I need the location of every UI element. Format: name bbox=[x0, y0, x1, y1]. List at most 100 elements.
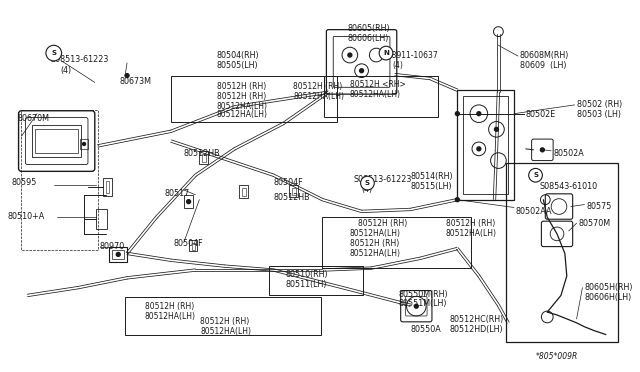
Text: 80512H (RH): 80512H (RH) bbox=[445, 219, 495, 228]
Text: S08543-61010: S08543-61010 bbox=[540, 182, 598, 191]
Text: 80514(RH): 80514(RH) bbox=[410, 172, 453, 181]
Text: 80512H <RH>: 80512H <RH> bbox=[350, 80, 406, 89]
Text: 80517: 80517 bbox=[164, 189, 189, 198]
Circle shape bbox=[414, 304, 419, 308]
Text: 80605(RH): 80605(RH) bbox=[348, 24, 390, 33]
Text: 80502A: 80502A bbox=[553, 149, 584, 158]
Text: 80512H (RH): 80512H (RH) bbox=[293, 83, 342, 92]
Circle shape bbox=[379, 46, 393, 60]
Text: (4): (4) bbox=[393, 61, 404, 70]
Text: 80512HA(LH): 80512HA(LH) bbox=[217, 110, 268, 119]
Text: 80512H (RH): 80512H (RH) bbox=[217, 83, 266, 92]
Text: 80550A: 80550A bbox=[410, 325, 441, 334]
Circle shape bbox=[187, 200, 191, 203]
Circle shape bbox=[456, 112, 460, 116]
Text: 80606H(LH): 80606H(LH) bbox=[584, 292, 632, 302]
Text: 80511(LH): 80511(LH) bbox=[285, 280, 327, 289]
Text: 80502AA: 80502AA bbox=[516, 208, 552, 217]
Bar bbox=[191, 243, 195, 250]
Bar bbox=[80, 139, 88, 149]
Circle shape bbox=[46, 45, 61, 61]
Bar bbox=[171, 76, 337, 122]
Bar bbox=[189, 240, 197, 251]
Circle shape bbox=[116, 253, 120, 256]
Text: 80512H (RH): 80512H (RH) bbox=[217, 92, 266, 101]
Text: 80605H(RH): 80605H(RH) bbox=[584, 283, 633, 292]
Text: 80551M(LH): 80551M(LH) bbox=[399, 299, 447, 308]
Bar bbox=[324, 76, 438, 116]
Bar bbox=[289, 185, 298, 197]
Bar bbox=[269, 266, 362, 295]
Text: 80512H (RH): 80512H (RH) bbox=[350, 239, 399, 248]
Text: 80595: 80595 bbox=[12, 178, 37, 187]
Circle shape bbox=[360, 176, 374, 190]
Circle shape bbox=[348, 53, 352, 57]
Text: 80512HA(LH): 80512HA(LH) bbox=[200, 327, 252, 336]
Text: 80510+A: 80510+A bbox=[8, 212, 45, 221]
Text: 80503 (LH): 80503 (LH) bbox=[577, 110, 621, 119]
Text: 80609  (LH): 80609 (LH) bbox=[520, 61, 566, 70]
Text: 80512HB: 80512HB bbox=[274, 193, 310, 202]
Bar bbox=[239, 185, 248, 198]
Bar bbox=[125, 297, 321, 334]
Text: 80512HA(LH): 80512HA(LH) bbox=[350, 248, 401, 257]
Bar bbox=[184, 195, 193, 208]
Bar bbox=[106, 181, 109, 193]
Text: N08911-10637: N08911-10637 bbox=[381, 51, 438, 60]
Text: 80512H (RH): 80512H (RH) bbox=[145, 302, 194, 311]
Text: 80515(LH): 80515(LH) bbox=[410, 182, 452, 191]
Circle shape bbox=[477, 147, 481, 151]
Text: 80512H (RH): 80512H (RH) bbox=[200, 317, 250, 326]
Bar bbox=[96, 209, 108, 229]
Text: 80512H (RH): 80512H (RH) bbox=[358, 219, 407, 228]
Text: 80512HA(LH): 80512HA(LH) bbox=[445, 229, 497, 238]
Text: 80512HC(RH): 80512HC(RH) bbox=[449, 315, 504, 324]
Text: 80575: 80575 bbox=[586, 202, 612, 211]
Bar bbox=[323, 217, 471, 268]
Text: 80502 (RH): 80502 (RH) bbox=[577, 100, 622, 109]
Text: S08513-61223: S08513-61223 bbox=[51, 55, 109, 64]
Circle shape bbox=[540, 148, 545, 152]
Circle shape bbox=[456, 198, 460, 202]
Text: 80504(RH): 80504(RH) bbox=[217, 51, 260, 60]
Text: 80504F: 80504F bbox=[274, 178, 303, 187]
Bar bbox=[102, 178, 113, 196]
Text: (4): (4) bbox=[362, 185, 372, 194]
Bar bbox=[292, 188, 296, 195]
Bar bbox=[113, 250, 124, 259]
Text: S: S bbox=[51, 50, 56, 56]
Bar bbox=[506, 163, 618, 342]
Text: 80673M: 80673M bbox=[119, 77, 151, 86]
Circle shape bbox=[495, 127, 499, 131]
Text: S: S bbox=[533, 172, 538, 178]
Bar bbox=[202, 154, 206, 161]
Text: *805*009R: *805*009R bbox=[536, 352, 578, 361]
Text: 80512HD(LH): 80512HD(LH) bbox=[449, 325, 503, 334]
Text: 80512HB: 80512HB bbox=[184, 149, 220, 158]
Text: 80502E: 80502E bbox=[526, 110, 556, 119]
Text: 80512HA(LH): 80512HA(LH) bbox=[350, 90, 401, 99]
Bar bbox=[199, 151, 208, 164]
Circle shape bbox=[125, 74, 129, 77]
Text: 80512HA(LH): 80512HA(LH) bbox=[217, 102, 268, 111]
Text: 80570M: 80570M bbox=[579, 219, 611, 228]
Text: S: S bbox=[365, 180, 370, 186]
Text: 80608M(RH): 80608M(RH) bbox=[520, 51, 569, 60]
Circle shape bbox=[83, 142, 86, 145]
Bar bbox=[35, 129, 78, 153]
Text: 80505(LH): 80505(LH) bbox=[217, 61, 259, 70]
Text: 80606(LH): 80606(LH) bbox=[348, 33, 389, 42]
Text: 80512HA(LH): 80512HA(LH) bbox=[350, 229, 401, 238]
Text: 80670M: 80670M bbox=[17, 114, 49, 123]
Text: 80550M(RH): 80550M(RH) bbox=[399, 289, 449, 299]
Bar bbox=[109, 247, 127, 262]
Bar bbox=[32, 125, 81, 157]
Text: (4): (4) bbox=[61, 66, 72, 75]
Circle shape bbox=[529, 169, 542, 182]
Text: 80970: 80970 bbox=[100, 242, 125, 251]
Text: 80512HA(LH): 80512HA(LH) bbox=[145, 312, 196, 321]
Bar bbox=[243, 188, 246, 196]
Text: 80512HA(LH): 80512HA(LH) bbox=[293, 92, 344, 101]
Text: 80510(RH): 80510(RH) bbox=[285, 270, 328, 279]
Text: 80504F: 80504F bbox=[174, 239, 204, 248]
